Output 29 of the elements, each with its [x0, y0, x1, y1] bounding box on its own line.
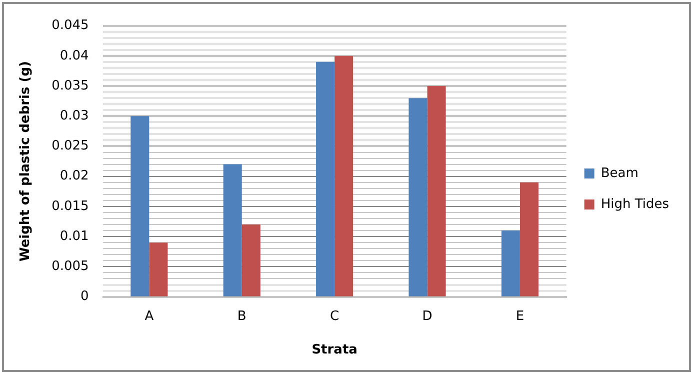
bar: [130, 116, 150, 296]
y-tick-label: 0.035: [52, 78, 89, 94]
x-tick-label: A: [144, 308, 154, 324]
bar: [520, 182, 539, 296]
x-tick-label: D: [422, 308, 432, 324]
y-tick-label: 0.04: [60, 48, 89, 64]
y-tick-label: 0.005: [52, 259, 89, 274]
bar: [223, 164, 242, 296]
y-tick-label: 0.01: [60, 228, 89, 244]
legend-label: High Tides: [600, 196, 670, 212]
y-tick-label: 0.02: [60, 168, 89, 184]
y-axis-title: Weight of plastic debris (g): [18, 61, 34, 262]
bar: [242, 224, 260, 296]
y-tick-label: 0: [80, 289, 89, 304]
bar: [316, 62, 335, 296]
y-tick-label: 0.025: [52, 138, 89, 154]
y-tick-label: 0.045: [52, 18, 89, 34]
x-tick-label: C: [330, 308, 340, 324]
y-tick-label: 0.03: [60, 108, 89, 124]
x-axis-title: Strata: [312, 342, 358, 358]
bar: [427, 86, 446, 296]
bar: [501, 230, 520, 296]
x-tick-label: B: [237, 308, 246, 324]
y-tick-label: 0.015: [52, 198, 89, 214]
legend-label: Beam: [600, 166, 638, 181]
bar: [149, 242, 168, 296]
x-tick-label: E: [516, 308, 524, 324]
bar: [334, 56, 354, 296]
bar: [408, 98, 428, 296]
